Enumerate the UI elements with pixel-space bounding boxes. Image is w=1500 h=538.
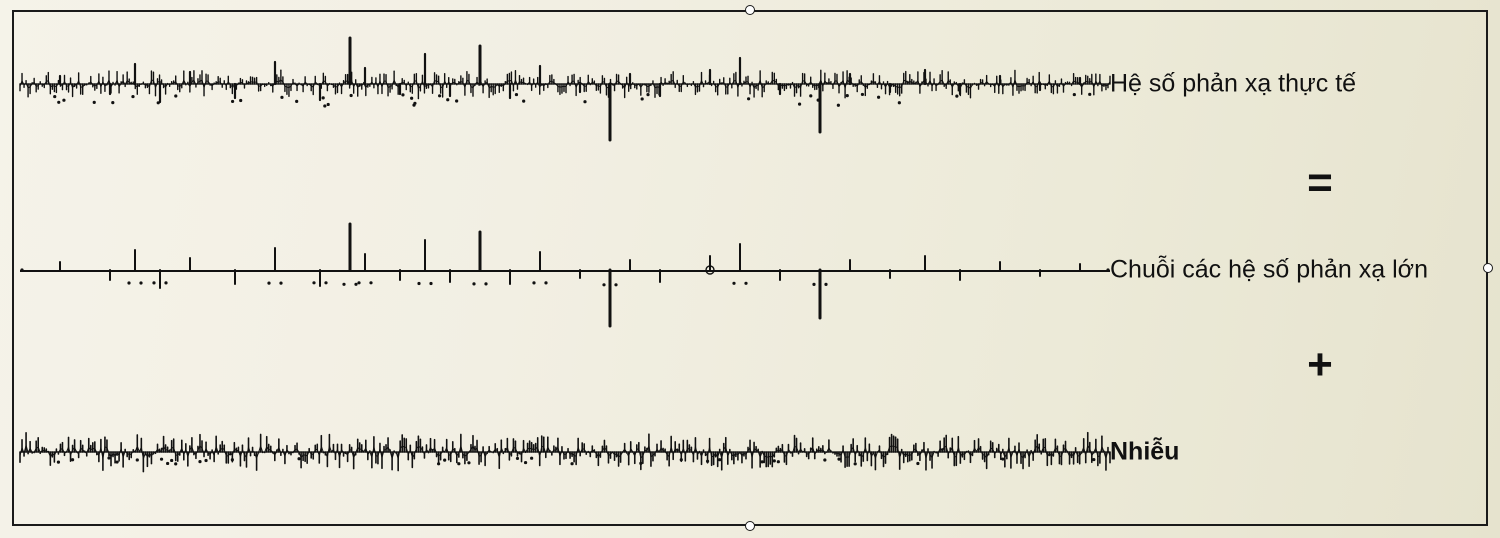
resize-handle-bottom[interactable] bbox=[745, 521, 755, 531]
waveform-noise bbox=[20, 402, 1110, 502]
operator-plus: + bbox=[1290, 340, 1350, 390]
row-real: Hệ số phản xạ thực tế bbox=[20, 24, 1460, 144]
row-sparse: Chuỗi các hệ số phản xạ lớn bbox=[20, 210, 1460, 330]
row-noise: Nhiễu bbox=[20, 402, 1460, 502]
resize-handle-top[interactable] bbox=[745, 5, 755, 15]
resize-handle-right[interactable] bbox=[1483, 263, 1493, 273]
waveform-real bbox=[20, 24, 1110, 144]
label-real: Hệ số phản xạ thực tế bbox=[1110, 68, 1450, 99]
label-noise: Nhiễu bbox=[1110, 436, 1450, 467]
waveform-sparse bbox=[20, 210, 1110, 330]
label-sparse: Chuỗi các hệ số phản xạ lớn bbox=[1110, 254, 1450, 285]
operator-equals: = bbox=[1290, 158, 1350, 208]
